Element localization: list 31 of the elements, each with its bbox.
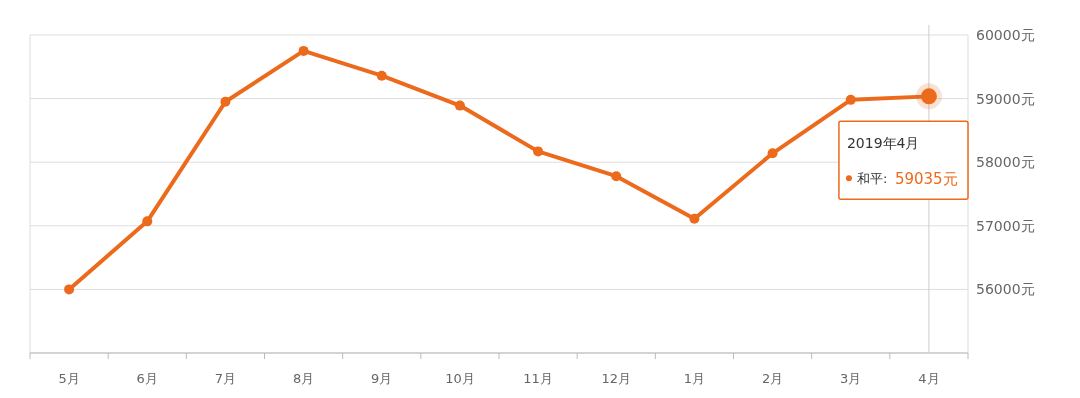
point <box>220 96 231 107</box>
point <box>298 45 309 56</box>
x-tick-label: 6月 <box>136 371 158 386</box>
annotation: 2019年4月 <box>846 135 920 152</box>
x-tick-label: 1月 <box>683 371 706 386</box>
point <box>845 94 856 105</box>
x-tick-label: 8月 <box>292 371 315 386</box>
point <box>767 148 778 159</box>
point <box>454 100 465 111</box>
x-tick-label: 11月 <box>523 371 553 386</box>
point <box>611 171 622 182</box>
point <box>533 146 544 157</box>
point <box>64 284 75 295</box>
x-tick-label: 10月 <box>445 371 475 386</box>
point <box>376 70 387 81</box>
x-tick-label: 2月 <box>761 371 784 386</box>
y-tick-label: 58000元 <box>976 154 1035 171</box>
point <box>689 213 700 224</box>
point <box>142 216 153 227</box>
annotation: 59035元 <box>894 170 958 189</box>
x-tick-label: 7月 <box>214 371 237 386</box>
x-tick-label: 5月 <box>58 371 80 386</box>
x-tick-label: 12月 <box>601 371 632 386</box>
y-tick-label: 60000元 <box>976 27 1035 43</box>
y-tick-label: 56000元 <box>976 281 1035 298</box>
x-tick-label: 9月 <box>371 371 393 386</box>
annotation: 和平: <box>856 171 888 187</box>
y-tick-label: 57000元 <box>976 217 1035 234</box>
x-tick-label: 4月 <box>918 371 940 386</box>
x-tick-label: 3月 <box>840 371 862 386</box>
y-tick-label: 59000元 <box>976 90 1035 107</box>
